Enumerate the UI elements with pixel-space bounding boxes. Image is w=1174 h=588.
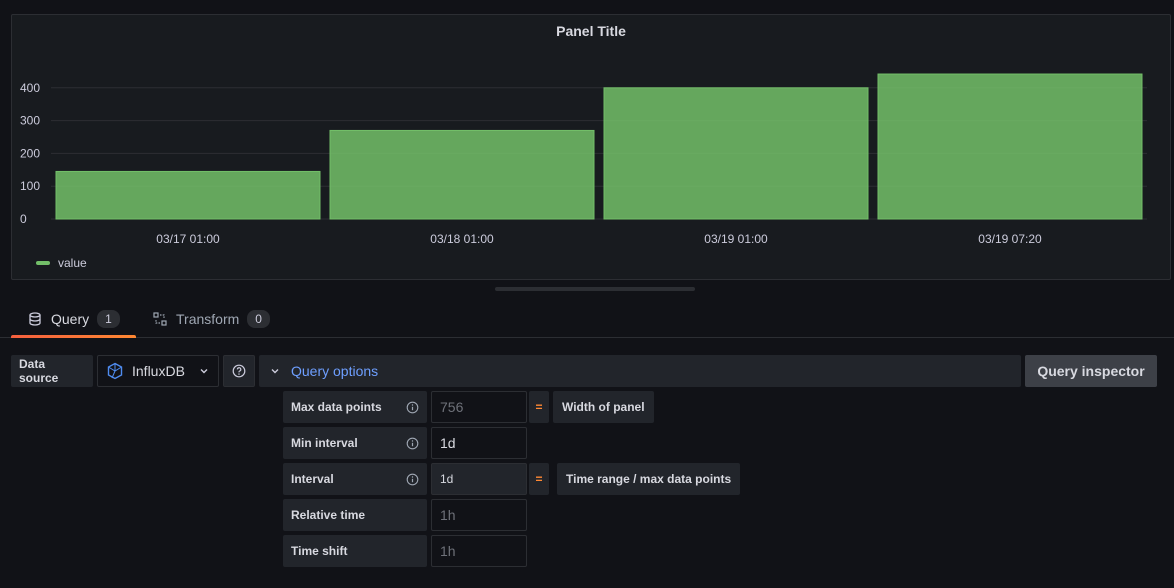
question-circle-icon: [232, 364, 246, 378]
tab-transform[interactable]: Transform 0: [152, 300, 270, 338]
database-icon: [27, 311, 43, 327]
max-data-points-label: Max data points: [283, 391, 427, 423]
influxdb-icon: [107, 362, 123, 380]
query-inspector-button[interactable]: Query inspector: [1025, 355, 1157, 387]
min-interval-label-text: Min interval: [291, 436, 358, 450]
tab-query-label: Query: [51, 311, 90, 327]
info-icon[interactable]: [406, 437, 419, 450]
bar: [55, 170, 321, 220]
equals-sign: =: [529, 391, 549, 423]
x-tick-label: 03/19 07:20: [978, 232, 1042, 246]
interval-value: 1d: [431, 463, 527, 495]
chevron-down-icon: [200, 369, 208, 374]
y-tick-label: 400: [20, 81, 40, 95]
time-shift-label-text: Time shift: [291, 544, 348, 558]
legend-label: value: [58, 256, 87, 270]
relative-time-label-text: Relative time: [291, 508, 366, 522]
chevron-down-icon: [271, 369, 279, 374]
interval-label: Interval: [283, 463, 427, 495]
y-tick-label: 0: [20, 212, 27, 226]
info-icon[interactable]: [406, 473, 419, 486]
panel-title[interactable]: Panel Title: [556, 23, 626, 39]
max-data-points-input[interactable]: 756: [431, 391, 527, 423]
max-data-points-note: Width of panel: [553, 391, 654, 423]
time-shift-input[interactable]: 1h: [431, 535, 527, 567]
panel: Panel Title 0 100 200 300 400 03/17 01:00 03/1…: [11, 14, 1171, 280]
bar: [877, 73, 1143, 220]
min-interval-input[interactable]: 1d: [431, 427, 527, 459]
relative-time-input[interactable]: 1h: [431, 499, 527, 531]
min-interval-label: Min interval: [283, 427, 427, 459]
tab-query-count: 1: [97, 310, 120, 328]
x-tick-label: 03/17 01:00: [156, 232, 220, 246]
max-data-points-label-text: Max data points: [291, 400, 382, 414]
interval-label-text: Interval: [291, 472, 334, 486]
interval-note: Time range / max data points: [557, 463, 741, 495]
y-tick-label: 200: [20, 146, 40, 160]
bar-chart: 0 100 200 300 400 03/17 01:00 03/18 01:00 03/19…: [20, 73, 1147, 246]
editor-tabs: Query 1 Transform 0: [0, 300, 1174, 338]
time-shift-label: Time shift: [283, 535, 427, 567]
datasource-selected: InfluxDB: [132, 363, 185, 379]
bar: [329, 129, 595, 220]
transform-icon: [152, 311, 168, 327]
datasource-help-button[interactable]: [223, 355, 255, 387]
relative-time-label: Relative time: [283, 499, 427, 531]
legend-swatch: [36, 261, 50, 265]
info-icon[interactable]: [406, 401, 419, 414]
query-options-label: Query options: [291, 363, 379, 379]
y-tick-label: 100: [20, 179, 40, 193]
tab-query[interactable]: Query 1: [11, 300, 136, 338]
legend[interactable]: value: [36, 256, 87, 270]
x-tick-label: 03/18 01:00: [430, 232, 494, 246]
datasource-picker[interactable]: InfluxDB: [97, 355, 219, 387]
tab-transform-label: Transform: [176, 311, 240, 327]
x-tick-label: 03/19 01:00: [704, 232, 768, 246]
query-options-toggle[interactable]: Query options: [259, 355, 1021, 387]
bar: [603, 87, 869, 220]
equals-sign: =: [529, 463, 549, 495]
y-tick-label: 300: [20, 114, 40, 128]
tab-transform-count: 0: [247, 310, 270, 328]
panel-resize-handle[interactable]: [495, 287, 695, 291]
datasource-label: Data source: [11, 355, 93, 387]
